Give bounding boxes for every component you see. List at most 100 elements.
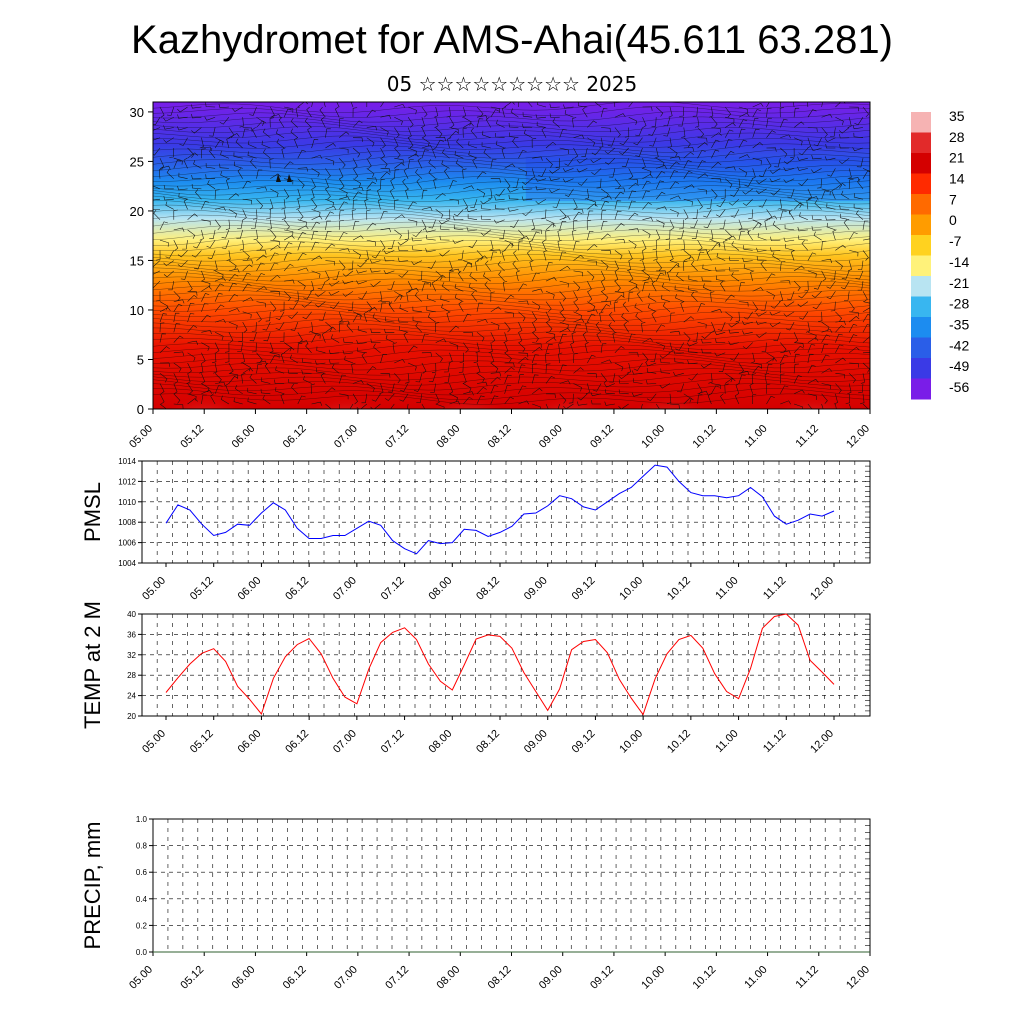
- wind-barb: [173, 403, 184, 409]
- wind-barb: [786, 291, 795, 301]
- contour-line: [153, 393, 870, 405]
- wind-barb: [415, 322, 423, 333]
- wind-barb: [780, 209, 790, 215]
- wind-barb: [633, 362, 643, 371]
- wind-barb: [716, 199, 726, 208]
- wind-barb: [835, 116, 844, 126]
- wind-barb: [826, 280, 836, 289]
- wind-barb: [413, 383, 423, 392]
- wind-barb: [783, 178, 795, 184]
- wind-barb: [793, 332, 799, 344]
- wind-barb: [421, 352, 432, 357]
- wind-barb: [721, 188, 726, 199]
- wind-barb: [446, 311, 451, 323]
- wind-barb: [449, 393, 458, 402]
- wind-barb: [325, 198, 335, 207]
- contour-line: [153, 254, 870, 267]
- wind-barb: [159, 373, 168, 383]
- wind-barb: [394, 116, 403, 125]
- wind-barb: [270, 239, 280, 246]
- contour-line: [153, 279, 870, 291]
- wind-barb: [463, 332, 474, 337]
- wind-barb: [445, 209, 451, 220]
- wind-barb: [725, 116, 735, 124]
- wind-barb: [573, 301, 580, 312]
- contour-line: [153, 190, 870, 202]
- wind-barb: [281, 199, 286, 210]
- wind-barb: [532, 332, 539, 343]
- wind-barb: [742, 257, 753, 263]
- wind-barb: [237, 219, 243, 229]
- wind-barb: [797, 156, 808, 161]
- wind-barb: [366, 307, 378, 313]
- series-line: [165, 464, 835, 555]
- wind-barb: [411, 260, 423, 265]
- wind-barb: [236, 229, 243, 239]
- wind-barb: [187, 325, 198, 333]
- wind-barb: [542, 239, 547, 251]
- wind-barb: [317, 280, 326, 290]
- warm-region: [758, 353, 867, 409]
- wind-barb: [311, 231, 318, 241]
- wind-barb: [576, 157, 588, 164]
- wind-barb: [843, 219, 850, 231]
- wind-barb: [709, 229, 714, 241]
- wind-barb: [421, 280, 431, 287]
- wind-barb: [421, 362, 427, 374]
- wind-barb: [346, 322, 354, 333]
- wind-barb: [269, 342, 274, 354]
- wind-barb: [683, 256, 695, 261]
- wind-barb: [706, 199, 712, 209]
- wind-barb: [159, 313, 167, 323]
- wind-barb: [518, 283, 528, 292]
- wind-barb: [645, 362, 657, 367]
- wind-barb: [559, 280, 569, 288]
- wind-barb: [320, 372, 326, 384]
- wind-barb: [201, 373, 206, 384]
- wind-barb: [428, 169, 436, 179]
- wind-barb: [772, 220, 781, 231]
- wind-barb: [201, 280, 211, 288]
- wind-barb: [463, 262, 472, 272]
- wind-barb: [683, 332, 691, 343]
- wind-barb: [214, 332, 224, 341]
- y-tick-label: 28: [127, 671, 136, 680]
- wind-barb: [761, 342, 767, 353]
- wind-barb: [549, 113, 560, 118]
- wind-barb: [825, 144, 836, 149]
- x-tick-label: 06.12: [283, 575, 311, 603]
- wind-barb: [535, 186, 547, 191]
- wind-barb: [601, 249, 612, 255]
- wind-barb: [412, 316, 422, 323]
- wind-barb: [780, 118, 788, 128]
- wind-barb: [220, 395, 230, 405]
- wind-barb: [159, 239, 169, 247]
- wind-barb: [249, 373, 257, 384]
- wind-barb: [370, 338, 381, 343]
- wind-barb: [532, 229, 543, 235]
- wind-barb: [839, 204, 850, 210]
- wind-barb: [742, 342, 753, 350]
- wind-barb: [628, 102, 638, 108]
- wind-barb: [700, 362, 712, 369]
- y-tick-label: 40: [127, 610, 136, 619]
- wind-barb: [366, 137, 375, 147]
- wind-barb: [518, 311, 526, 322]
- wind-barb: [323, 102, 326, 108]
- wind-barb: [290, 117, 298, 128]
- wind-barb: [283, 108, 292, 118]
- wind-barb: [821, 113, 833, 118]
- wind-barb: [841, 190, 850, 200]
- wind-barb: [545, 261, 553, 271]
- wind-barb: [291, 383, 298, 394]
- wind-barb: [352, 120, 363, 128]
- colorbar-swatch: [911, 255, 931, 277]
- wind-barb: [628, 182, 639, 190]
- wind-barb: [338, 322, 344, 333]
- wind-barb: [270, 229, 277, 241]
- colorbar-label: -35: [949, 316, 969, 332]
- wind-barb: [697, 160, 706, 169]
- wind-barb: [600, 343, 607, 353]
- wind-barb: [766, 147, 777, 152]
